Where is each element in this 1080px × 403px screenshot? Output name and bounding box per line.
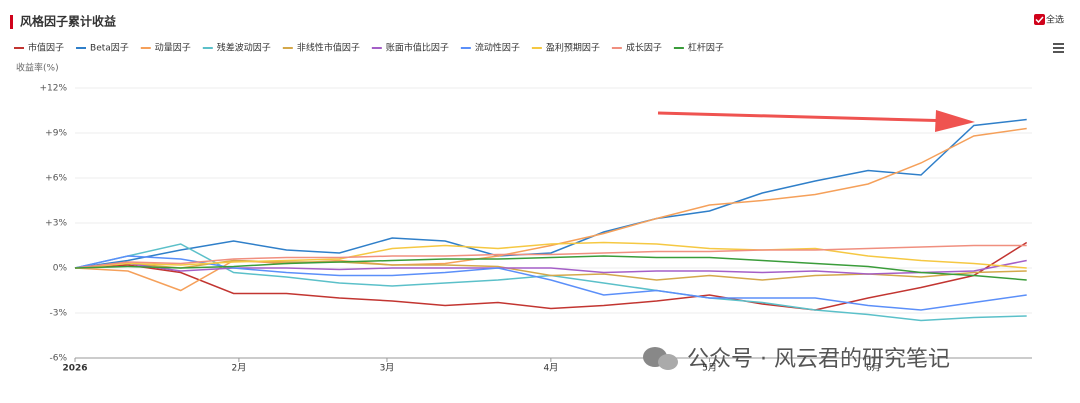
y-tick-label: +9% [45,129,67,139]
series-line [74,241,1028,311]
series-line [74,241,1027,269]
series-line [74,118,1027,269]
series-line [74,255,1027,281]
series-line [74,244,1027,269]
watermark-icon [643,347,678,370]
legend-label[interactable]: 动量因子 [155,43,191,54]
legend-label[interactable]: Beta因子 [90,43,129,54]
x-tick-label: 2月 [232,363,247,374]
x-tick-label: 6月 [866,363,881,374]
watermark: 公众号 · 风云君的研究笔记 [687,347,950,372]
legend-label[interactable]: 非线性市值因子 [297,42,360,54]
title-bar [10,15,13,29]
y-tick-label: 0% [53,264,68,274]
legend-label[interactable]: 市值因子 [28,42,64,54]
y-tick-label: -3% [49,309,67,319]
select-all-label[interactable]: 全选 [1046,14,1064,26]
check-mark [1035,16,1044,24]
y-tick-label: +3% [45,219,67,229]
legend-label[interactable]: 账面市值比因子 [386,42,449,54]
legend-label[interactable]: 盈利预期因子 [546,42,600,54]
legend-label[interactable]: 残差波动因子 [217,42,271,54]
y-tick-label: -6% [49,354,67,364]
chart-title: 风格因子累计收益 [20,14,116,29]
legend-label[interactable]: 杠杆因子 [688,42,724,54]
x-tick-label: 3月 [380,363,395,374]
arrow-head [935,110,975,132]
select-all-checkbox[interactable] [1034,14,1045,25]
y-axis-label: 收益率(%) [16,62,59,74]
legend-label[interactable]: 成长因子 [626,42,662,54]
menu-icon[interactable] [1053,43,1064,53]
x-tick-label: 2026 [62,364,87,374]
series-line [74,255,1027,311]
legend-label[interactable]: 流动性因子 [475,42,520,54]
y-tick-label: +12% [39,84,67,94]
y-tick-label: +6% [45,174,67,184]
annotation-arrow [657,111,956,123]
x-tick-label: 4月 [543,363,558,374]
x-tick-label: 5月 [702,363,717,374]
